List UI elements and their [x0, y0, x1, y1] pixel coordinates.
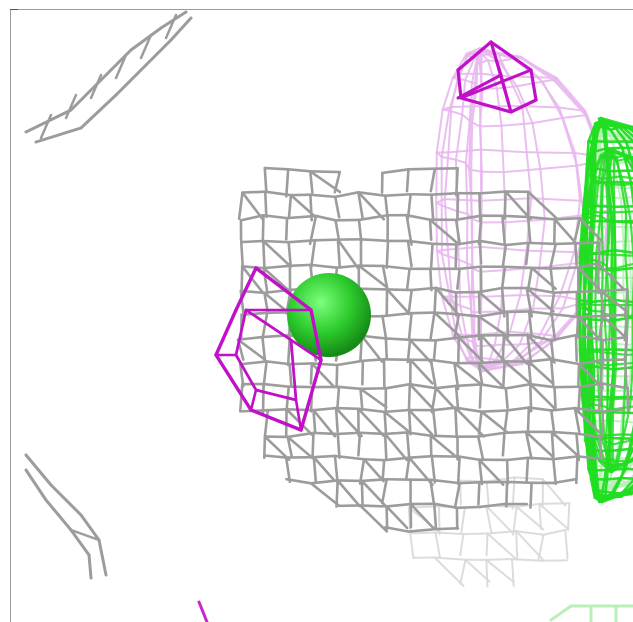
molecular-viewer-canvas[interactable]: [11, 10, 633, 622]
viewport-top-border: [10, 9, 633, 10]
gray-mesh-fragments: [24, 10, 193, 580]
green-atom-sphere[interactable]: [287, 273, 371, 357]
viewport-left-border: [10, 9, 11, 622]
viewport-corner-tick: [10, 9, 18, 10]
gray-electron-density-mesh: [236, 166, 630, 533]
density-mesh-scene[interactable]: [11, 10, 633, 622]
magenta-density-mesh: [197, 40, 538, 622]
gray-mesh-faded: [407, 476, 571, 588]
